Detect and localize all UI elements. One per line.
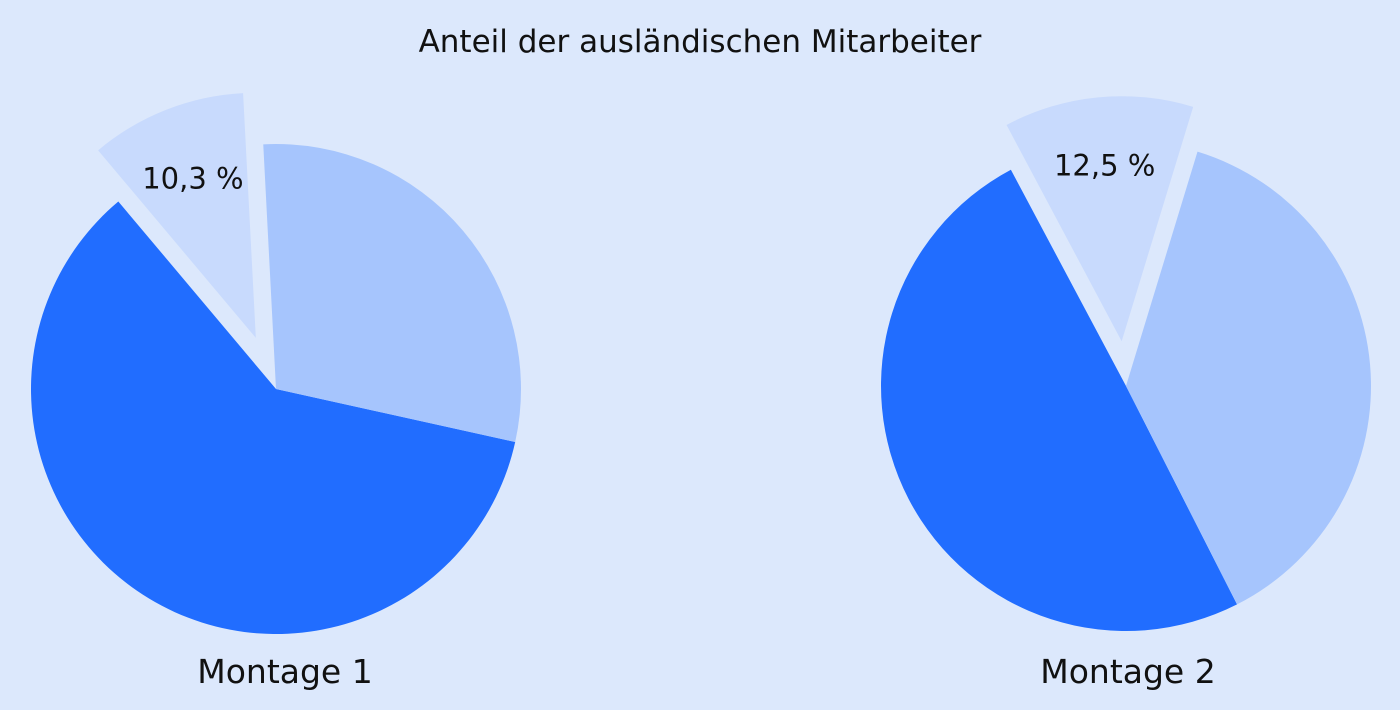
pie-montage-2: 12,5 % — [881, 96, 1371, 631]
pie-2-slice-1 — [881, 169, 1238, 631]
pie-1-slice-2 — [263, 144, 521, 443]
pie-caption-montage-1: Montage 1 — [197, 652, 373, 691]
pie-2-slice-3-label: 12,5 % — [1054, 149, 1155, 183]
pie-montage-1: 10,3 % — [30, 93, 521, 634]
pie-caption-montage-2: Montage 2 — [1040, 652, 1216, 691]
pie-2-slice-3 — [1006, 96, 1194, 342]
pie-1-slice-3-label: 10,3 % — [142, 161, 243, 195]
pie-2-slice-2 — [1126, 151, 1371, 605]
pie-1-slice-3 — [98, 93, 256, 338]
pie-1-slice-1 — [30, 201, 516, 634]
chart-title: Anteil der ausländischen Mitarbeiter — [418, 24, 982, 60]
